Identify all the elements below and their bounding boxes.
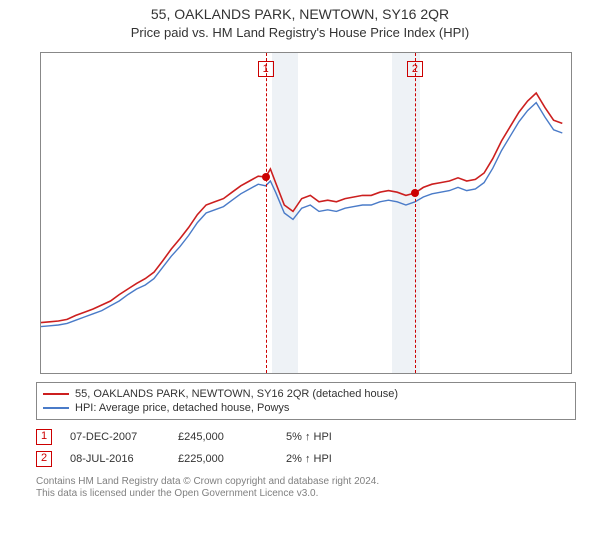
- event-marker-label: 1: [258, 59, 274, 78]
- event-delta: 2% ↑ HPI: [286, 453, 376, 465]
- credits-line: Contains HM Land Registry data © Crown c…: [36, 476, 576, 489]
- plot-area: £0£50K£100K£150K£200K£250K£300K£350K£400…: [40, 52, 572, 374]
- event-row: 1 07-DEC-2007 £245,000 5% ↑ HPI: [36, 426, 576, 448]
- event-marker-box: 2: [36, 451, 52, 467]
- chart-subtitle: Price paid vs. HM Land Registry's House …: [0, 23, 600, 40]
- event-date: 08-JUL-2016: [70, 453, 160, 465]
- event-delta: 5% ↑ HPI: [286, 431, 376, 443]
- chart-title: 55, OAKLANDS PARK, NEWTOWN, SY16 2QR: [0, 0, 600, 23]
- event-marker-box: 1: [258, 61, 274, 77]
- event-line: [415, 53, 416, 373]
- legend: 55, OAKLANDS PARK, NEWTOWN, SY16 2QR (de…: [36, 382, 576, 420]
- event-date: 07-DEC-2007: [70, 431, 160, 443]
- legend-label: 55, OAKLANDS PARK, NEWTOWN, SY16 2QR (de…: [75, 388, 398, 400]
- event-table: 1 07-DEC-2007 £245,000 5% ↑ HPI 2 08-JUL-2016…: [36, 426, 576, 470]
- legend-swatch: [43, 393, 69, 395]
- event-marker-box: 2: [407, 61, 423, 77]
- event-price: £225,000: [178, 453, 268, 465]
- chart-wrap: £0£50K£100K£150K£200K£250K£300K£350K£400…: [40, 52, 590, 374]
- legend-swatch: [43, 407, 69, 409]
- credits: Contains HM Land Registry data © Crown c…: [36, 476, 576, 501]
- event-marker-box: 1: [36, 429, 52, 445]
- series-line: [41, 102, 562, 326]
- event-point: [262, 173, 270, 181]
- event-marker-label: 2: [407, 59, 423, 78]
- event-row: 2 08-JUL-2016 £225,000 2% ↑ HPI: [36, 448, 576, 470]
- event-point: [411, 189, 419, 197]
- chart-container: 55, OAKLANDS PARK, NEWTOWN, SY16 2QR Pri…: [0, 0, 600, 560]
- legend-row: 55, OAKLANDS PARK, NEWTOWN, SY16 2QR (de…: [43, 387, 569, 401]
- event-line: [266, 53, 267, 373]
- legend-row: HPI: Average price, detached house, Powy…: [43, 401, 569, 415]
- credits-line: This data is licensed under the Open Gov…: [36, 488, 576, 501]
- line-series-svg: [41, 53, 571, 373]
- event-price: £245,000: [178, 431, 268, 443]
- legend-label: HPI: Average price, detached house, Powy…: [75, 402, 289, 414]
